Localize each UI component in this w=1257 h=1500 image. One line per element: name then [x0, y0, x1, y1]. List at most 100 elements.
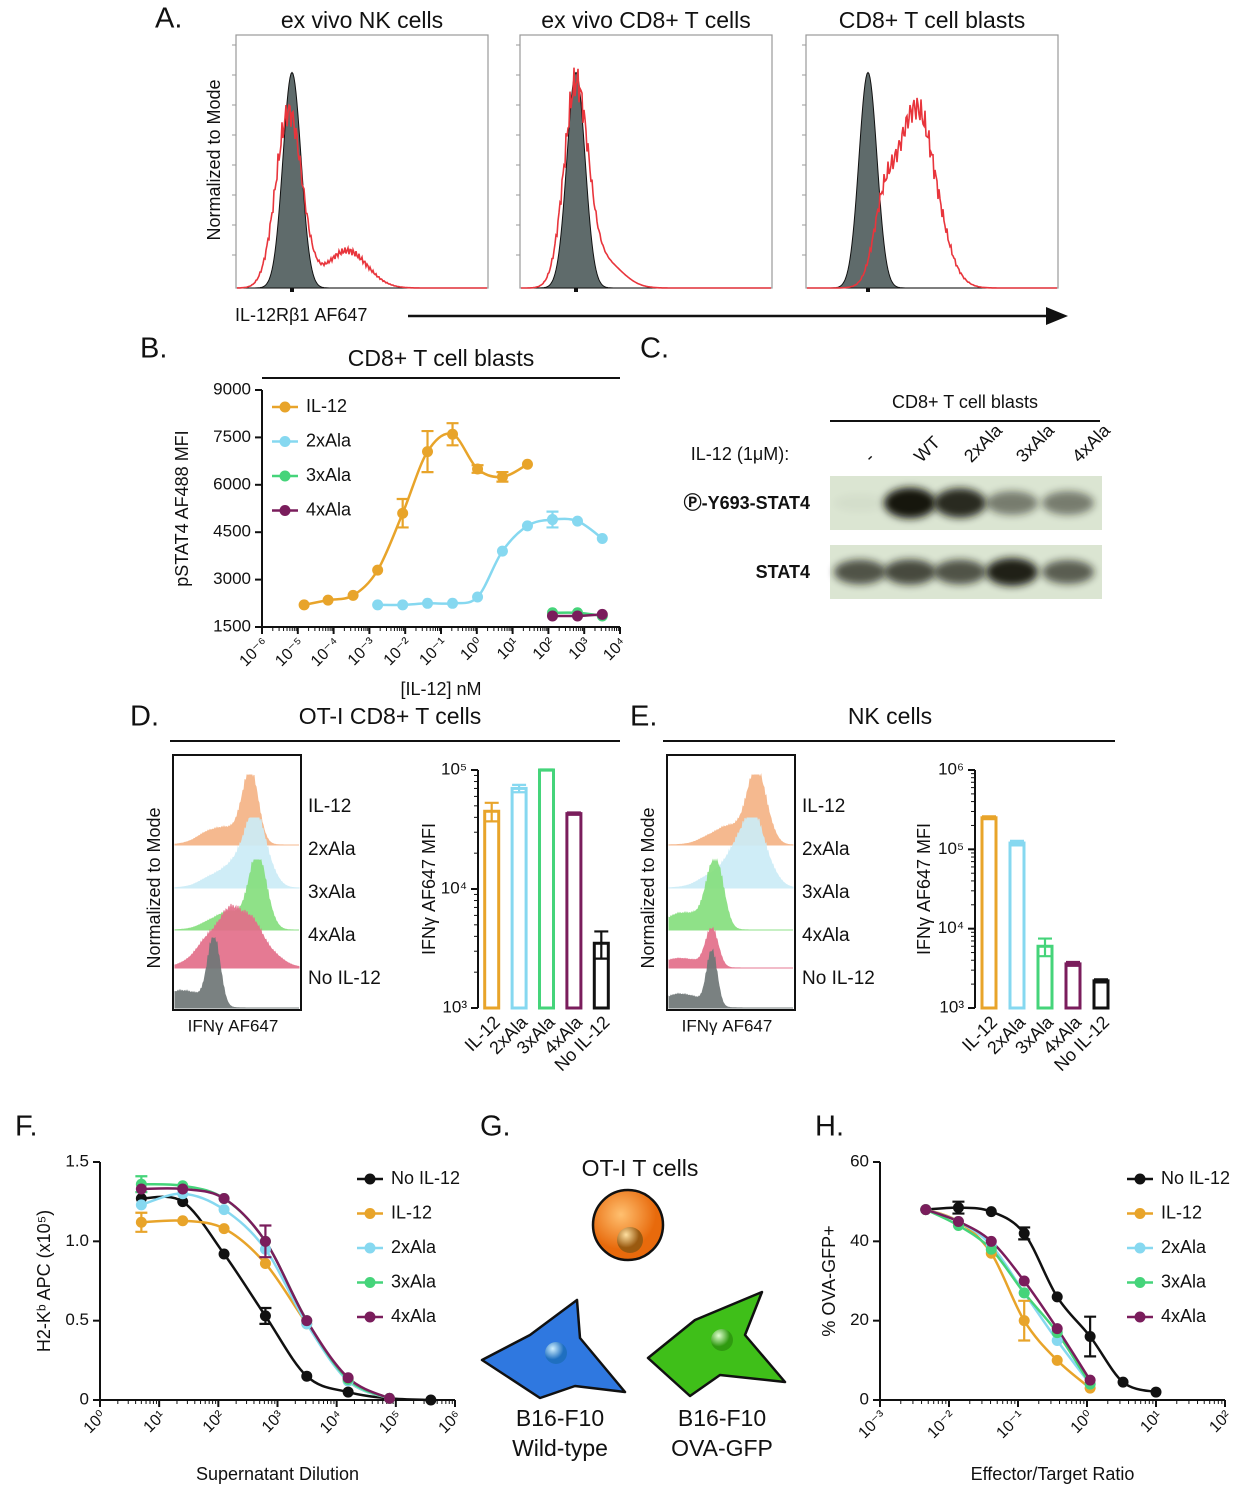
legend-marker	[364, 1208, 376, 1219]
data-point	[218, 1204, 230, 1216]
y-tick-label: 0	[80, 1389, 89, 1408]
y-tick-label: 1500	[213, 616, 251, 635]
legend-marker	[1134, 1208, 1146, 1219]
error-bar	[1010, 839, 1024, 847]
error-bar	[1038, 937, 1052, 958]
stain-histogram	[807, 97, 1057, 289]
y-axis-label: Normalized to Mode	[144, 807, 164, 968]
legend-label: IL-12	[391, 1202, 432, 1222]
x-tick-label: 10⁰	[1068, 1408, 1097, 1437]
y-axis-label: Normalized to Mode	[638, 807, 658, 968]
data-point	[135, 1199, 147, 1211]
bar	[483, 809, 501, 1010]
histogram	[668, 858, 793, 931]
fit-line	[303, 432, 529, 607]
legend-marker	[279, 401, 291, 413]
y-tick-label: 0.5	[65, 1310, 89, 1329]
x-axis-label: IL-12Rβ1 AF647	[235, 305, 367, 325]
y-tick-label: 4500	[213, 522, 251, 541]
histogram	[174, 774, 299, 846]
histogram-label: 4xAla	[308, 925, 356, 946]
y-axis-label: IFNγ AF647 MFI	[419, 823, 439, 955]
data-point	[301, 1370, 313, 1382]
panel-title: ex vivo CD8+ T cells	[541, 7, 750, 33]
axis-marker	[290, 288, 294, 292]
blot-title: CD8+ T cell blasts	[892, 392, 1038, 412]
fit-line	[141, 1182, 391, 1400]
data-point	[298, 599, 310, 611]
data-point	[1018, 1287, 1030, 1299]
data-point	[372, 599, 384, 611]
histogram	[174, 936, 299, 1009]
y-tick-label: 10⁴	[938, 918, 964, 937]
x-tick-label: 10²	[1206, 1407, 1235, 1436]
legend-label: 3xAla	[391, 1271, 437, 1291]
data-point	[425, 1394, 437, 1406]
error-bar	[1066, 960, 1080, 967]
histogram-label: 3xAla	[802, 882, 850, 903]
blot-row-label: STAT4	[756, 562, 810, 582]
x-tick-label: 10⁴	[317, 1408, 347, 1438]
histogram-label: No IL-12	[308, 968, 381, 989]
histogram-label: IL-12	[802, 796, 845, 817]
legend-label: 2xAla	[391, 1237, 437, 1257]
histogram	[668, 926, 793, 969]
histogram	[668, 773, 794, 846]
histogram-frame	[172, 754, 302, 1011]
x-tick-label: 10²	[200, 1407, 229, 1436]
data-point	[1051, 1291, 1063, 1303]
legend-label: 2xAla	[306, 430, 352, 450]
data-point	[596, 533, 608, 545]
legend-marker	[1134, 1277, 1146, 1288]
histogram-label: 2xAla	[802, 839, 850, 860]
data-point	[259, 1235, 271, 1247]
legend-marker	[1134, 1242, 1146, 1254]
lane-label: 4xAla	[1068, 420, 1115, 467]
bar	[980, 816, 998, 1010]
fit-line	[377, 517, 604, 607]
data-point	[422, 597, 434, 609]
panel-label: C.	[640, 333, 669, 365]
chart-title: CD8+ T cell blasts	[348, 345, 534, 371]
legend-label: No IL-12	[1161, 1168, 1230, 1188]
y-axis-label: IFNγ AF647 MFI	[914, 823, 934, 955]
data-point	[985, 1206, 997, 1218]
tumor-nucleus	[711, 1329, 733, 1351]
x-axis-label: Supernatant Dilution	[196, 1464, 359, 1484]
histogram-label: No IL-12	[802, 968, 875, 989]
error-bar	[512, 783, 527, 794]
data-point	[920, 1204, 932, 1216]
error-bar	[484, 801, 499, 823]
data-point	[572, 610, 584, 622]
legend-label: 4xAla	[391, 1306, 437, 1326]
fit-line	[925, 1206, 1157, 1394]
histogram	[668, 948, 793, 1009]
y-tick-label: 6000	[213, 474, 251, 493]
y-tick-label: 1.0	[65, 1231, 89, 1250]
x-tick-label: 10⁵	[376, 1408, 405, 1437]
cell-label: Wild-type	[512, 1435, 608, 1461]
axis-marker	[574, 288, 578, 292]
blot-band	[934, 488, 986, 518]
cell-label: OVA-GFP	[671, 1435, 773, 1461]
y-tick-label: 10⁵	[441, 759, 467, 778]
data-point	[1018, 1315, 1030, 1327]
data-point	[1117, 1376, 1129, 1388]
histogram-frame	[805, 34, 1059, 289]
cell-label: B16-F10	[516, 1405, 604, 1431]
data-point	[521, 458, 533, 470]
blot-band	[884, 559, 936, 585]
legend-marker	[364, 1242, 376, 1254]
y-tick-label: 20	[850, 1310, 869, 1329]
y-axis-label: Normalized to Mode	[204, 79, 224, 240]
data-point	[218, 1223, 230, 1235]
error-bar	[594, 930, 609, 960]
data-point	[1150, 1386, 1162, 1398]
data-point	[422, 446, 434, 458]
lane-label: 2xAla	[960, 420, 1007, 467]
data-point	[1051, 1354, 1063, 1366]
data-point	[447, 597, 459, 609]
arrow-head	[1046, 307, 1068, 325]
data-point	[546, 610, 558, 622]
legend-marker	[279, 470, 291, 482]
